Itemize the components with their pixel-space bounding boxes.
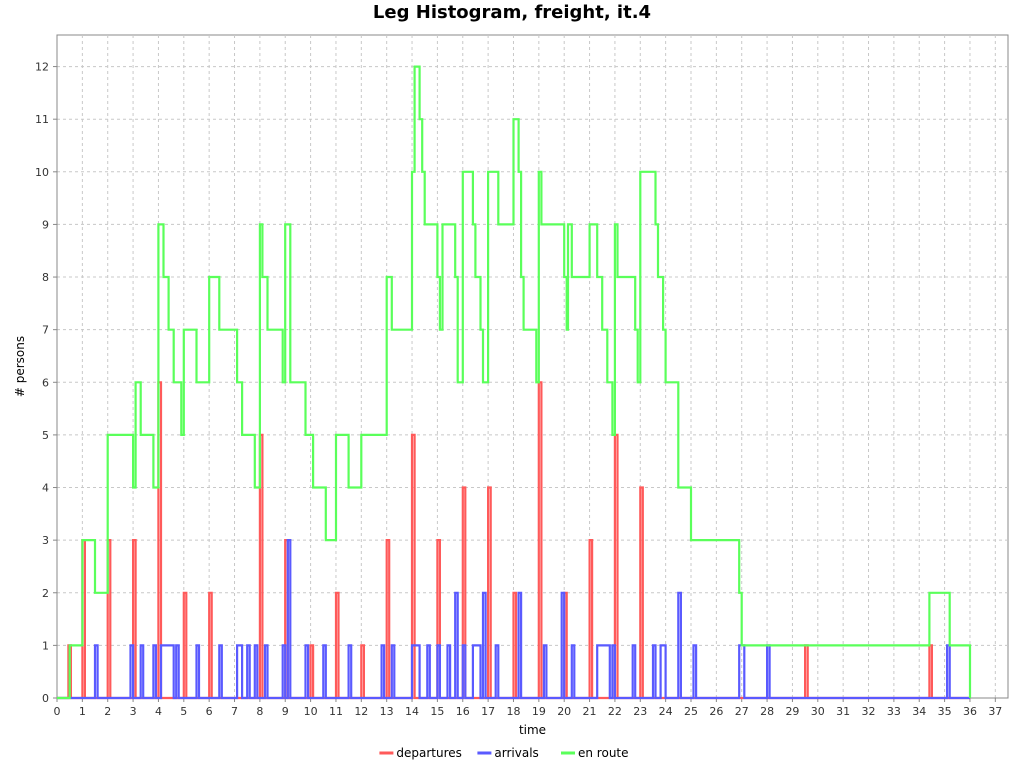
y-tick-label: 10 xyxy=(35,166,49,179)
x-tick-label: 16 xyxy=(456,705,470,718)
series-en-route-line xyxy=(57,65,972,700)
y-tick-label: 7 xyxy=(42,324,49,337)
x-tick-label: 19 xyxy=(532,705,546,718)
x-tick-label: 10 xyxy=(304,705,318,718)
x-tick-label: 33 xyxy=(887,705,901,718)
x-tick-label: 9 xyxy=(282,705,289,718)
x-tick-label: 12 xyxy=(354,705,368,718)
x-tick-label: 4 xyxy=(155,705,162,718)
y-tick-label: 3 xyxy=(42,534,49,547)
series-arrivals-line xyxy=(57,539,970,700)
x-tick-label: 31 xyxy=(836,705,850,718)
x-tick-label: 36 xyxy=(963,705,977,718)
y-tick-label: 8 xyxy=(42,271,49,284)
x-tick-label: 3 xyxy=(130,705,137,718)
x-tick-label: 32 xyxy=(862,705,876,718)
y-tick-label: 2 xyxy=(42,587,49,600)
legend-label-departures: departures xyxy=(396,746,462,760)
x-tick-label: 35 xyxy=(938,705,952,718)
x-tick-label: 1 xyxy=(79,705,86,718)
x-tick-label: 5 xyxy=(180,705,187,718)
x-tick-label: 13 xyxy=(380,705,394,718)
x-tick-label: 17 xyxy=(481,705,495,718)
x-tick-label: 7 xyxy=(231,705,238,718)
x-tick-label: 0 xyxy=(54,705,61,718)
plot-area xyxy=(56,34,1009,699)
x-tick-label: 25 xyxy=(684,705,698,718)
legend-label-en-route: en route xyxy=(578,746,629,760)
y-tick-label: 11 xyxy=(35,113,49,126)
x-axis-label: time xyxy=(519,723,546,737)
x-tick-label: 15 xyxy=(430,705,444,718)
y-axis-label: # persons xyxy=(13,336,27,397)
x-tick-label: 2 xyxy=(104,705,111,718)
y-tick-label: 0 xyxy=(42,692,49,705)
x-tick-label: 11 xyxy=(329,705,343,718)
x-tick-label: 14 xyxy=(405,705,419,718)
x-tick-label: 21 xyxy=(583,705,597,718)
x-tick-label: 26 xyxy=(709,705,723,718)
y-tick-label: 4 xyxy=(42,482,49,495)
y-tick-label: 6 xyxy=(42,376,49,389)
legend-label-arrivals: arrivals xyxy=(494,746,538,760)
x-tick-label: 30 xyxy=(811,705,825,718)
x-tick-label: 6 xyxy=(206,705,213,718)
y-tick-label: 1 xyxy=(42,639,49,652)
y-tick-label: 12 xyxy=(35,61,49,74)
x-tick-label: 28 xyxy=(760,705,774,718)
x-tick-label: 29 xyxy=(785,705,799,718)
x-tick-label: 24 xyxy=(659,705,673,718)
x-tick-label: 18 xyxy=(506,705,520,718)
x-tick-label: 8 xyxy=(256,705,263,718)
x-tick-label: 34 xyxy=(912,705,926,718)
y-tick-label: 5 xyxy=(42,429,49,442)
y-tick-label: 9 xyxy=(42,218,49,231)
x-tick-label: 22 xyxy=(608,705,622,718)
x-tick-label: 27 xyxy=(735,705,749,718)
chart-title: Leg Histogram, freight, it.4 xyxy=(372,2,652,23)
x-tick-label: 37 xyxy=(988,705,1002,718)
x-tick-label: 20 xyxy=(557,705,571,718)
x-tick-label: 23 xyxy=(633,705,647,718)
